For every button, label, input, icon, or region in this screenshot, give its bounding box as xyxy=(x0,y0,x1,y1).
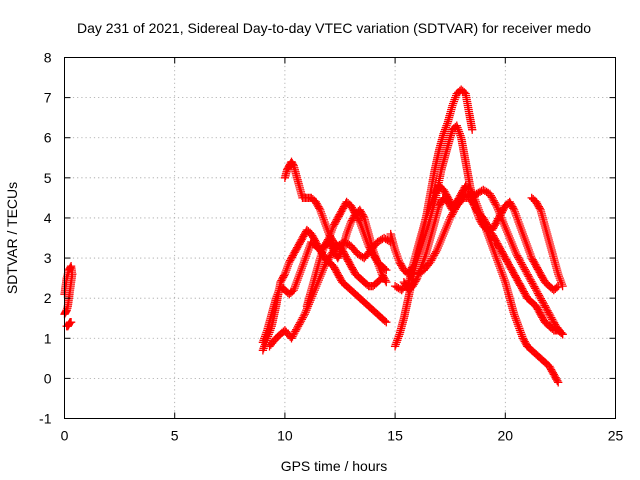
data-point xyxy=(381,276,390,285)
plot-frame xyxy=(64,57,616,419)
series-7 xyxy=(280,157,387,291)
data-point xyxy=(557,328,566,337)
data-point xyxy=(558,330,567,339)
data-point xyxy=(380,264,389,273)
y-tick-label: 6 xyxy=(44,130,52,146)
x-axis-label: GPS time / hours xyxy=(281,458,388,474)
data-point xyxy=(457,195,467,204)
y-tick-label: 4 xyxy=(44,210,52,226)
series-3 xyxy=(62,318,76,331)
x-tick-label: 5 xyxy=(171,428,179,444)
data-point xyxy=(288,160,298,169)
data-point xyxy=(66,318,76,327)
x-tick-labels: 0 5 10 15 20 25 xyxy=(61,428,624,444)
y-tick-label: -1 xyxy=(39,411,52,427)
data-point xyxy=(558,281,567,291)
axis-ticks xyxy=(64,57,616,419)
data-point xyxy=(554,378,563,387)
data-point xyxy=(279,271,289,280)
y-tick-label: 8 xyxy=(44,50,52,66)
y-tick-labels: -1 0 1 2 3 4 5 6 7 8 xyxy=(39,50,52,427)
series-14 xyxy=(527,193,567,291)
data-point xyxy=(552,283,561,292)
y-tick-label: 1 xyxy=(44,330,52,346)
data-point xyxy=(468,125,477,134)
data-marks xyxy=(60,85,567,387)
data-point xyxy=(382,318,391,327)
series-5 xyxy=(258,197,391,347)
chart-title: Day 231 of 2021, Sidereal Day-to-day VTE… xyxy=(77,20,591,36)
series-8 xyxy=(302,205,391,311)
x-tick-label: 25 xyxy=(608,428,624,444)
y-tick-label: 3 xyxy=(44,250,52,266)
y-tick-label: 7 xyxy=(44,90,52,106)
data-point xyxy=(535,204,544,213)
y-tick-label: 0 xyxy=(44,370,52,386)
data-point xyxy=(337,247,346,256)
data-point xyxy=(380,316,389,326)
series-13 xyxy=(412,185,567,339)
data-point xyxy=(315,204,324,213)
x-tick-label: 20 xyxy=(498,428,514,444)
data-point xyxy=(68,269,77,279)
grid-lines xyxy=(64,57,616,419)
series-11 xyxy=(390,121,567,339)
y-tick-label: 5 xyxy=(44,170,52,186)
y-tick-label: 2 xyxy=(44,290,52,306)
data-point xyxy=(382,277,391,287)
x-tick-label: 0 xyxy=(61,428,69,444)
data-point xyxy=(553,376,562,385)
x-tick-label: 10 xyxy=(277,428,293,444)
data-point xyxy=(359,212,368,221)
y-axis-label: SDTVAR / TECUs xyxy=(4,182,20,294)
data-point xyxy=(412,275,421,284)
x-tick-label: 15 xyxy=(387,428,403,444)
